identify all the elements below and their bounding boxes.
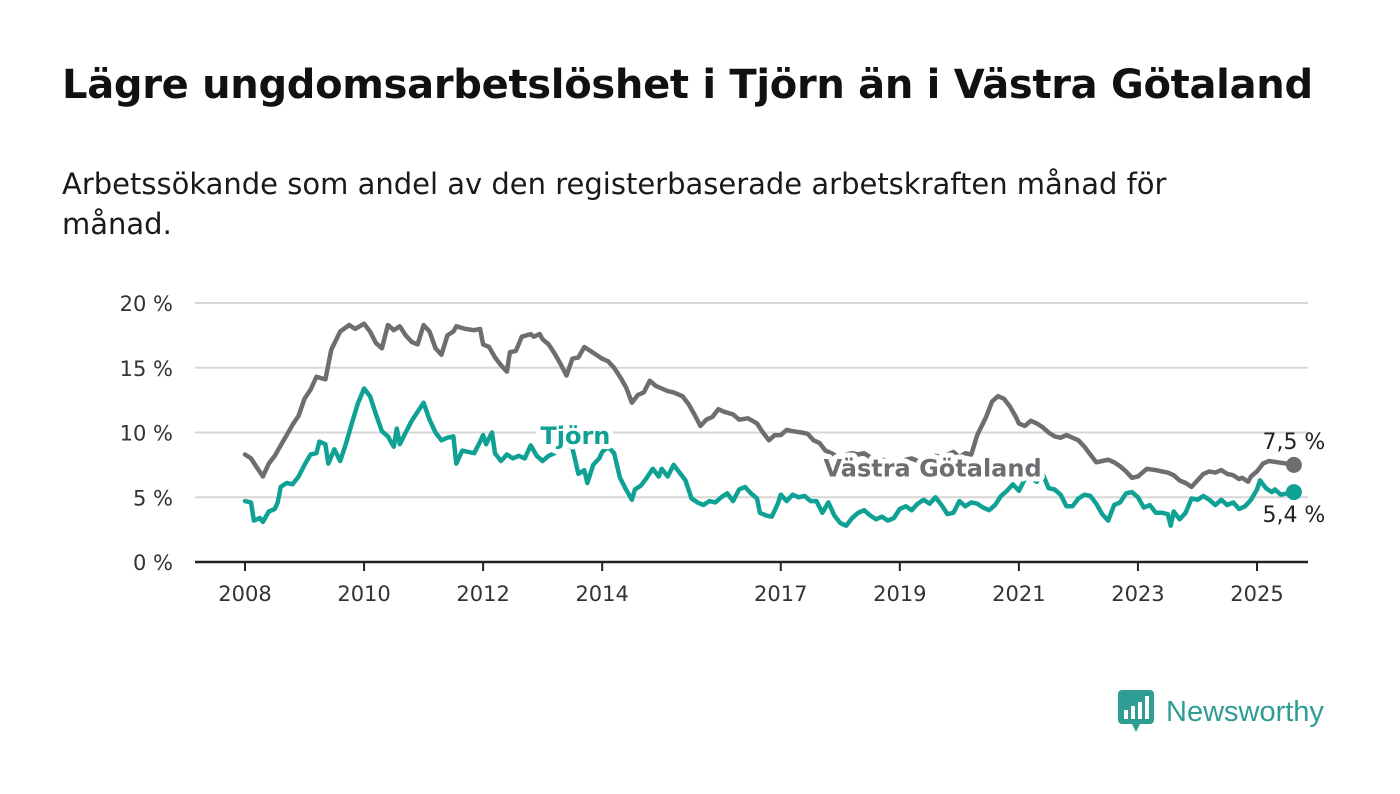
x-tick-label: 2025	[1230, 582, 1283, 606]
series-lines	[242, 321, 1302, 528]
y-tick-label: 15 %	[120, 357, 173, 381]
end-value-label-vastra-gotaland: 7,5 %	[1262, 430, 1325, 455]
x-tick-label: 2010	[337, 582, 390, 606]
x-axis: 2008 2010 2012 2014 2017 2019 2021 2023 2025	[195, 560, 1308, 606]
page-title: Lägre ungdomsarbetslöshet i Tjörn än i V…	[62, 62, 1313, 108]
series-label-halo-tjorn: Tjörn	[540, 422, 610, 450]
y-axis: 0 % 5 % 10 % 15 % 20 %	[120, 292, 173, 575]
x-tick-label: 2014	[575, 582, 628, 606]
end-point-vastra-gotaland	[1285, 456, 1302, 473]
x-tick-label: 2023	[1111, 582, 1164, 606]
end-point-tjorn	[1285, 484, 1302, 501]
newsworthy-brand[interactable]: Newsworthy	[1118, 690, 1324, 734]
gridlines	[195, 302, 1308, 499]
x-tick-label: 2019	[873, 582, 926, 606]
x-tick-label: 2008	[218, 582, 271, 606]
chart-subtitle: Arbetssökande som andel av den registerb…	[62, 167, 1167, 241]
y-tick-label: 10 %	[120, 422, 173, 446]
newsworthy-logo-icon	[1118, 690, 1154, 732]
end-value-label-tjorn: 5,4 %	[1262, 503, 1325, 528]
y-tick-label: 20 %	[120, 292, 173, 316]
y-tick-label: 0 %	[133, 551, 173, 575]
x-tick-label: 2021	[992, 582, 1045, 606]
series-line-tjorn	[242, 386, 1297, 528]
x-tick-label: 2012	[456, 582, 509, 606]
series-label-vastra-gotaland: Västra Götaland	[823, 455, 1041, 483]
brand-name: Newsworthy	[1166, 695, 1324, 728]
series-label-halo-vastra-gotaland: Västra Götaland	[823, 455, 1041, 483]
series-line-vastra-gotaland	[242, 321, 1297, 490]
series-label-tjorn: Tjörn	[540, 422, 610, 450]
x-tick-label: 2017	[754, 582, 807, 606]
y-tick-label: 5 %	[133, 486, 173, 510]
